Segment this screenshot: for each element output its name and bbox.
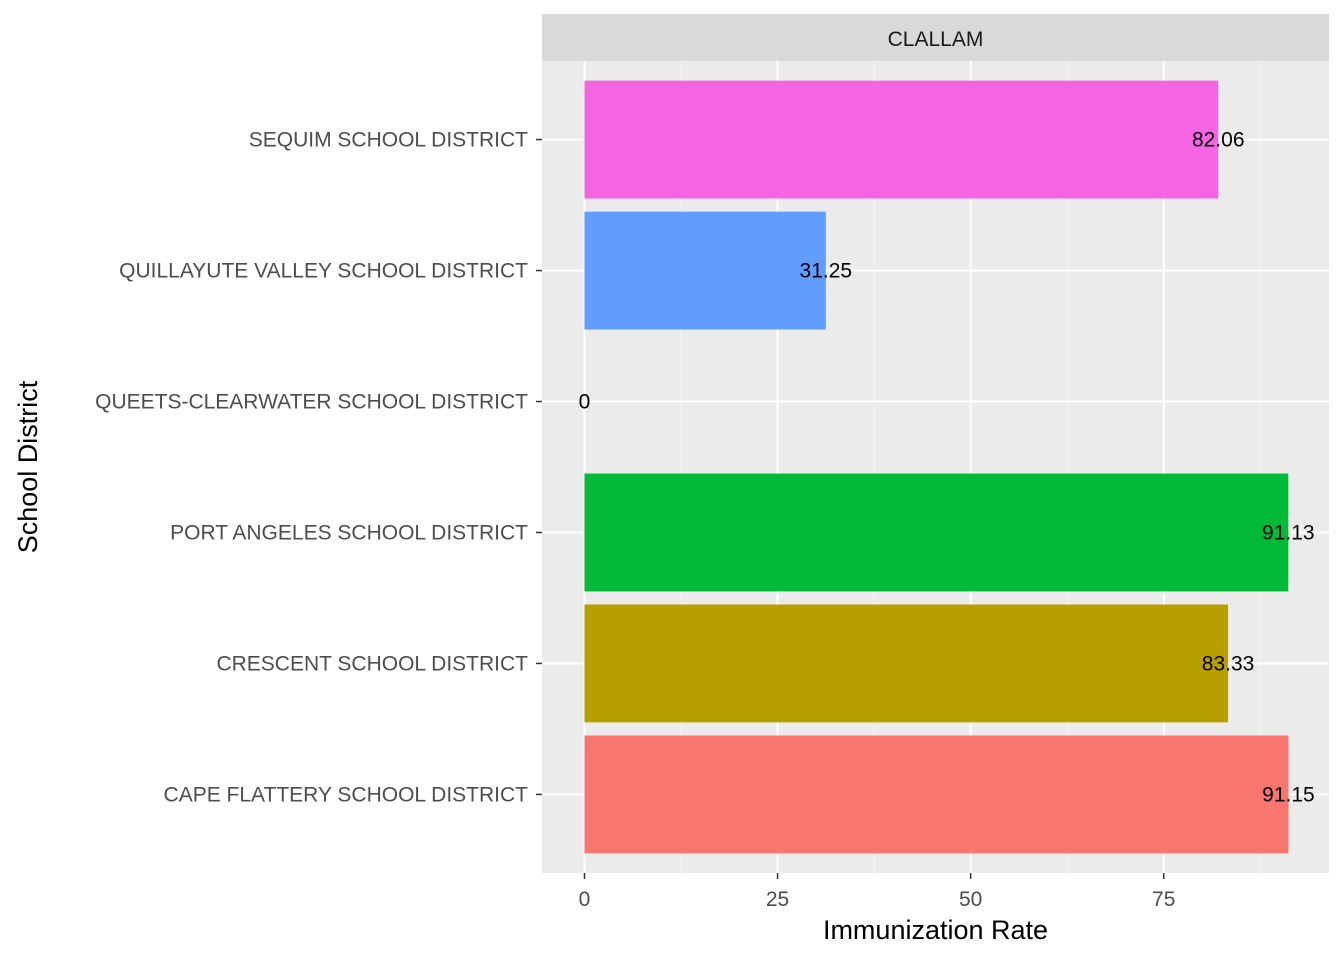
bar <box>584 473 1289 592</box>
bar <box>584 735 1289 854</box>
x-axis-title: Immunization Rate <box>823 915 1048 945</box>
y-tick-label: PORT ANGELES SCHOOL DISTRICT <box>170 521 528 544</box>
y-tick-label: CAPE FLATTERY SCHOOL DISTRICT <box>164 783 529 806</box>
bar <box>584 80 1219 199</box>
y-tick-label: QUILLAYUTE VALLEY SCHOOL DISTRICT <box>119 260 528 283</box>
x-tick-label: 0 <box>579 888 591 911</box>
value-label: 91.15 <box>1262 783 1315 806</box>
facet-strip <box>542 14 1329 61</box>
y-tick-label: SEQUIM SCHOOL DISTRICT <box>249 129 528 152</box>
y-axis: CAPE FLATTERY SCHOOL DISTRICT CRESCENT SC… <box>95 129 542 806</box>
value-label: 0 <box>579 391 591 414</box>
x-axis: 0 25 50 75 <box>579 873 1175 911</box>
y-axis-title: School District <box>13 380 43 553</box>
value-label: 91.13 <box>1262 521 1315 544</box>
x-tick-label: 75 <box>1152 888 1175 911</box>
bar <box>584 604 1229 723</box>
value-labels: 91.15 83.33 91.13 0 31.25 82.06 <box>579 129 1315 807</box>
bar <box>584 211 826 330</box>
facet-strip-label: CLALLAM <box>888 28 984 51</box>
x-tick-label: 25 <box>766 888 789 911</box>
x-tick-label: 50 <box>959 888 982 911</box>
value-label: 82.06 <box>1192 129 1245 152</box>
y-tick-label: CRESCENT SCHOOL DISTRICT <box>216 652 528 675</box>
y-tick-label: QUEETS-CLEARWATER SCHOOL DISTRICT <box>95 391 528 414</box>
value-label: 31.25 <box>800 260 853 283</box>
bars <box>584 80 1289 854</box>
value-label: 83.33 <box>1202 652 1255 675</box>
